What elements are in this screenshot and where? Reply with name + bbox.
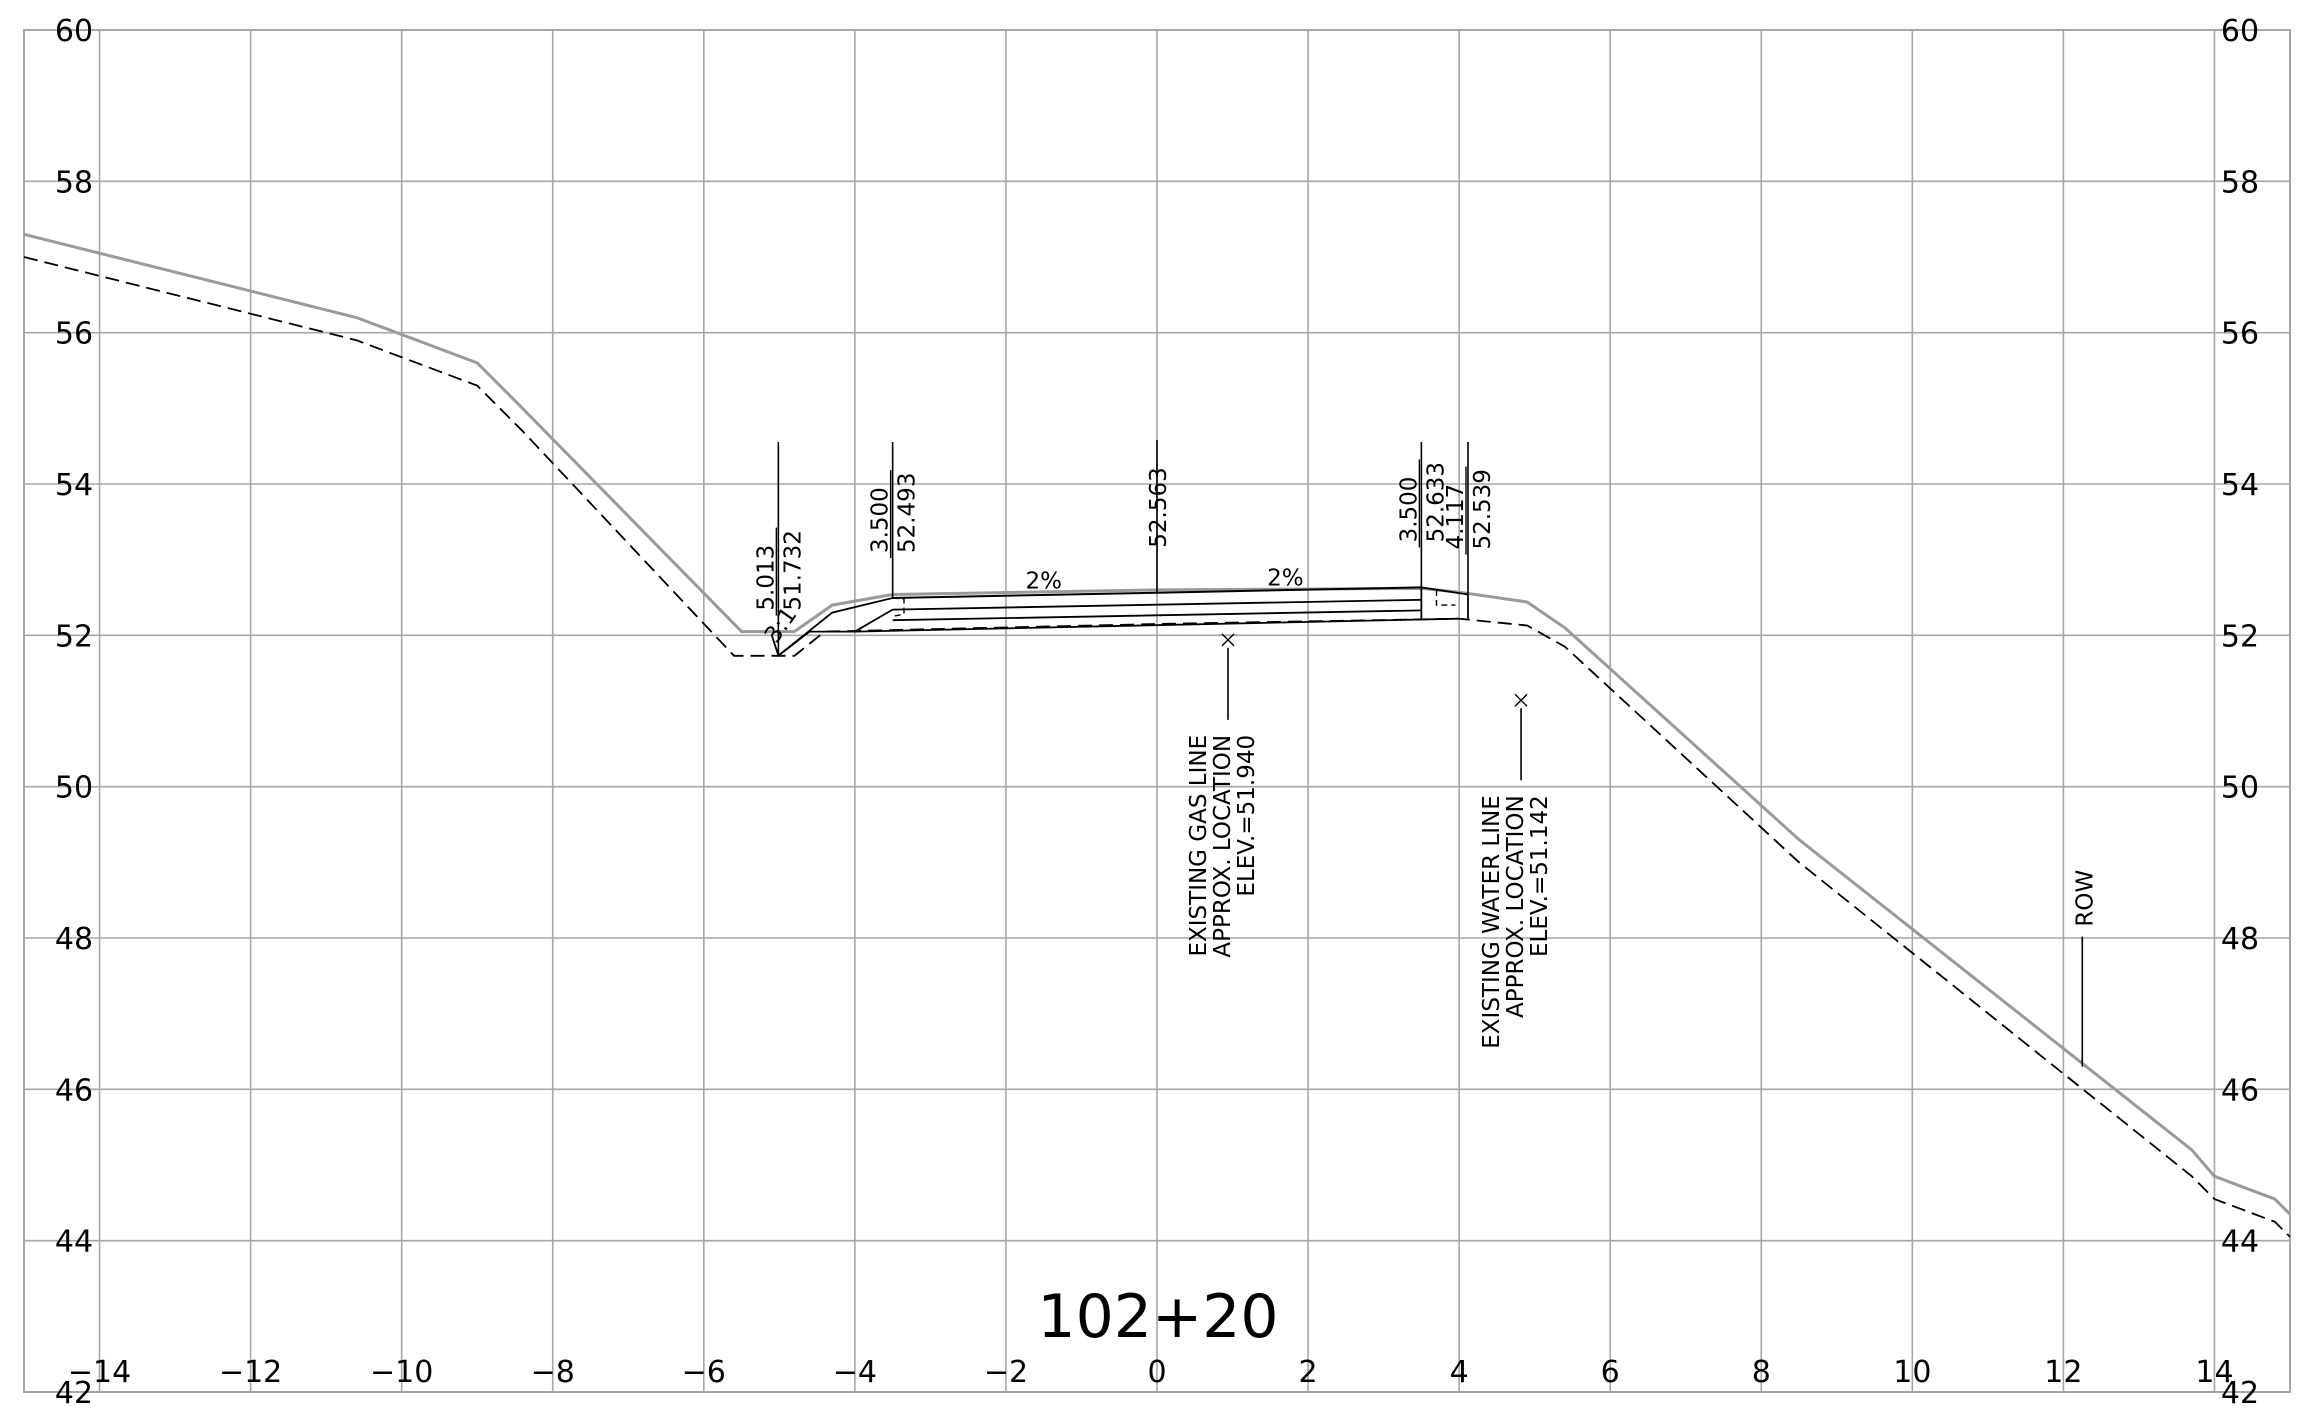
- x-tick-label: −6: [682, 1355, 726, 1390]
- y-tick-label-right: 50: [2221, 771, 2259, 806]
- y-tick-label-right: 56: [2221, 317, 2259, 352]
- utility-marker-icon: [1514, 693, 1528, 707]
- y-tick-label-left: 48: [55, 922, 93, 957]
- callout-elevation: 52.633: [1423, 462, 1449, 542]
- callout-station: 3.500: [868, 487, 894, 553]
- x-tick-label: −10: [370, 1355, 433, 1390]
- x-tick-label: 0: [1147, 1355, 1166, 1390]
- callout-elevation: 51.732: [780, 530, 806, 610]
- curb-detail-right: [1435, 589, 1456, 606]
- curb-detail-left: [892, 597, 905, 618]
- grid: [23, 29, 2291, 1393]
- y-tick-label-right: 42: [2221, 1376, 2259, 1411]
- x-tick-label: 12: [2044, 1355, 2082, 1390]
- x-tick-label: 6: [1601, 1355, 1620, 1390]
- pavement-layer-line: [892, 598, 1422, 611]
- y-tick-label-right: 44: [2221, 1225, 2259, 1260]
- utility-label: EXISTING WATER LINE: [1479, 795, 1505, 1048]
- callout-elevation: 52.493: [895, 473, 921, 553]
- y-tick-label-left: 46: [55, 1073, 93, 1108]
- utility-label: EXISTING GAS LINE: [1186, 735, 1212, 957]
- y-tick-label-left: 42: [55, 1376, 93, 1411]
- x-tick-label: −8: [531, 1355, 575, 1390]
- row-label: ROW: [2072, 870, 2098, 927]
- slope-label: 2%: [1025, 568, 1062, 594]
- x-tick-label: 2: [1299, 1355, 1318, 1390]
- x-tick-label: 10: [1893, 1355, 1931, 1390]
- station-label: 102+20: [1037, 1282, 1278, 1352]
- y-tick-label-left: 44: [55, 1225, 93, 1260]
- y-tick-label-right: 52: [2221, 619, 2259, 654]
- y-tick-label-right: 58: [2221, 165, 2259, 200]
- y-tick-label-right: 48: [2221, 922, 2259, 957]
- proposed-ground-line: [23, 256, 2291, 1238]
- x-tick-label: 8: [1752, 1355, 1771, 1390]
- x-tick-label: −4: [833, 1355, 877, 1390]
- callout-station: 4.117: [1443, 484, 1469, 550]
- y-tick-label-left: 56: [55, 317, 93, 352]
- y-tick-label-left: 58: [55, 165, 93, 200]
- pavement-layer-line: [892, 609, 1422, 622]
- y-tick-label-left: 54: [55, 468, 93, 503]
- slope-label: 2%: [1267, 565, 1304, 591]
- callout-elevation: 52.563: [1146, 467, 1172, 547]
- x-tick-label: 14: [2195, 1355, 2233, 1390]
- utility-label: APPROX. LOCATION: [1503, 795, 1529, 1018]
- pavement-left-edge: [854, 608, 894, 633]
- y-tick-label-left: 50: [55, 771, 93, 806]
- utility-marker-icon: [1221, 633, 1235, 647]
- ditch-bottom-line: [777, 630, 855, 657]
- utility-label: ELEV.=51.940: [1234, 735, 1260, 897]
- y-tick-label-right: 60: [2221, 14, 2259, 49]
- y-tick-label-right: 46: [2221, 1073, 2259, 1108]
- x-tick-label: −2: [984, 1355, 1028, 1390]
- pavement-layer-line: [854, 617, 1460, 633]
- callout-station: 3.500: [1396, 477, 1422, 543]
- utility-label: ELEV.=51.142: [1527, 795, 1553, 957]
- y-tick-label-left: 52: [55, 619, 93, 654]
- utility-label: APPROX. LOCATION: [1210, 735, 1236, 958]
- callout-station: 5.013: [753, 545, 779, 611]
- x-tick-label: −12: [219, 1355, 282, 1390]
- y-tick-label-right: 54: [2221, 468, 2259, 503]
- x-tick-label: 4: [1450, 1355, 1469, 1390]
- x-tick-label: −14: [68, 1355, 131, 1390]
- callout-elevation: 52.539: [1470, 469, 1496, 549]
- y-tick-label-left: 60: [55, 14, 93, 49]
